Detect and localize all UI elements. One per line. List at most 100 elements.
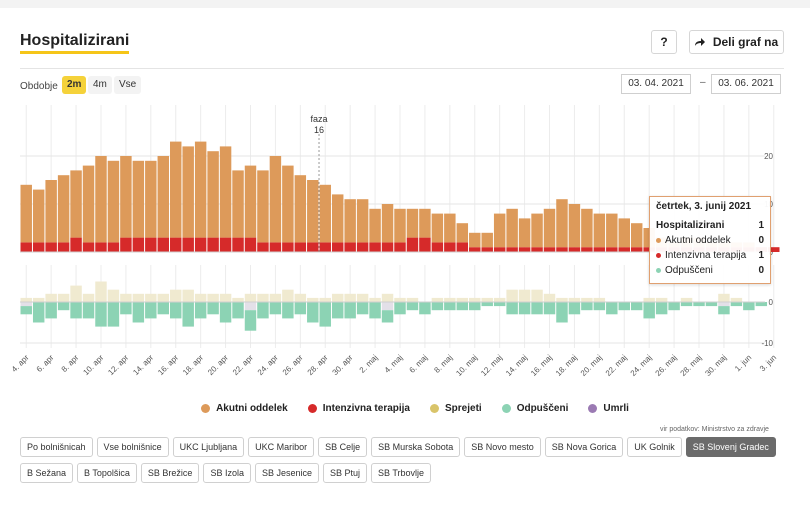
x-tick-label: 20. maj <box>579 353 604 378</box>
bar-acute <box>493 213 506 248</box>
hospital-button[interactable]: SB Brežice <box>140 463 200 483</box>
acute-legend-dot-icon <box>201 404 211 413</box>
hospital-button[interactable]: SB Novo mesto <box>464 437 541 457</box>
hospital-button[interactable]: SB Izola <box>203 463 251 483</box>
legend-item-deceased[interactable]: Umrli <box>588 403 629 414</box>
bar-icu <box>120 237 132 252</box>
bar-acute <box>481 232 493 248</box>
hospital-button-active[interactable]: SB Slovenj Gradec <box>685 437 776 457</box>
bar-icu <box>406 237 419 252</box>
bar-admitted <box>232 297 244 302</box>
acute-dot-icon <box>656 238 661 243</box>
bar-icu <box>469 247 481 252</box>
chart-title: Hospitalizirani <box>20 32 130 54</box>
bar-admitted <box>307 297 319 302</box>
bar-admitted <box>182 289 194 302</box>
x-tick-label: 8. apr <box>60 353 81 374</box>
x-tick-label: 4. apr <box>10 353 31 374</box>
period-label: Obdobje <box>20 81 58 92</box>
hospital-button[interactable]: SB Murska Sobota <box>371 437 461 457</box>
bar-admitted <box>95 281 107 302</box>
bar-icu <box>419 237 431 252</box>
bar-icu <box>82 242 95 252</box>
hospital-button[interactable]: SB Celje <box>318 437 368 457</box>
date-separator: – <box>700 77 706 88</box>
bar-discharged <box>543 302 556 315</box>
hospital-button[interactable]: UKC Maribor <box>248 437 315 457</box>
bar-discharged <box>381 310 394 323</box>
x-tick-label: 20. apr <box>206 353 230 377</box>
bar-icu <box>431 242 444 252</box>
admitted-legend-dot-icon <box>430 404 439 413</box>
help-button[interactable]: ? <box>651 30 677 54</box>
share-label: Deli graf na <box>712 35 779 49</box>
legend-item-discharged[interactable]: Odpuščeni <box>501 403 569 414</box>
date-to-input[interactable]: 03. 06. 2021 <box>711 74 781 94</box>
bar-admitted <box>145 293 157 302</box>
hospital-button[interactable]: SB Ptuj <box>323 463 368 483</box>
bar-icu <box>456 242 469 252</box>
x-tick-label: 4. maj <box>383 353 405 375</box>
period-all-button[interactable]: Vse <box>114 76 142 94</box>
hospital-button[interactable]: UK Golnik <box>627 437 682 457</box>
hospital-button[interactable]: SB Jesenice <box>254 463 319 483</box>
bar-acute <box>194 141 207 238</box>
bar-discharged <box>693 302 705 307</box>
bar-discharged <box>344 302 356 319</box>
hospital-button[interactable]: B Sežana <box>20 463 74 483</box>
bar-admitted <box>344 293 356 302</box>
bar-admitted <box>356 293 369 302</box>
bar-icu <box>70 237 82 252</box>
hospital-button[interactable]: Vse bolnišnice <box>96 437 169 457</box>
bar-icu <box>232 237 244 252</box>
x-tick-label: 14. apr <box>131 353 155 377</box>
bar-discharged <box>743 302 755 311</box>
bar-admitted <box>568 297 581 302</box>
bar-admitted <box>207 293 219 302</box>
legend-item-admitted[interactable]: Sprejeti <box>430 403 482 414</box>
bar-discharged <box>668 302 680 311</box>
tooltip-row-icu: Intenzivna terapija 1 <box>656 248 764 263</box>
x-tick-label: 22. apr <box>231 353 255 377</box>
bar-acute <box>431 213 444 243</box>
bar-discharged <box>95 302 107 327</box>
bar-acute <box>182 146 194 238</box>
tooltip-total-label: Hospitalizirani <box>656 220 725 231</box>
legend-label-discharged: Odpuščeni <box>516 403 569 414</box>
bar-acute <box>157 156 170 238</box>
bar-admitted <box>643 297 655 302</box>
bar-icu <box>531 247 543 252</box>
bar-icu <box>630 247 643 252</box>
bar-acute <box>593 213 606 248</box>
x-tick-label: 2. maj <box>358 353 380 375</box>
bar-acute <box>331 194 344 243</box>
bar-admitted <box>593 297 606 302</box>
hospital-button[interactable]: SB Trbovlje <box>371 463 432 483</box>
bar-acute <box>344 199 356 243</box>
y-tick-label-top: 20 <box>764 152 773 161</box>
bar-discharged <box>32 302 45 323</box>
period-2m-button[interactable]: 2m <box>62 76 87 94</box>
bar-admitted <box>32 297 45 302</box>
bar-admitted <box>381 293 394 302</box>
bar-acute <box>319 184 331 243</box>
legend-item-icu[interactable]: Intenzivna terapija <box>307 403 410 414</box>
legend-item-acute[interactable]: Akutni oddelek <box>201 403 288 414</box>
bar-discharged <box>481 302 493 307</box>
hospital-button[interactable]: B Topolšica <box>77 463 137 483</box>
share-button[interactable]: Deli graf na <box>689 30 784 54</box>
bar-icu <box>107 242 120 252</box>
bar-icu <box>581 247 593 252</box>
bar-acute <box>518 218 531 248</box>
y-tick-label-bottom: 0 <box>769 298 774 307</box>
bar-admitted <box>718 293 730 302</box>
bar-icu <box>381 242 394 252</box>
hospital-button[interactable]: SB Nova Gorica <box>544 437 624 457</box>
date-from-input[interactable]: 03. 04. 2021 <box>621 74 691 94</box>
bar-admitted <box>194 293 207 302</box>
hospital-button[interactable]: UKC Ljubljana <box>172 437 245 457</box>
bar-discharged <box>568 302 581 315</box>
period-4m-button[interactable]: 4m <box>88 76 112 94</box>
hospital-button[interactable]: Po bolnišnicah <box>20 437 93 457</box>
bar-admitted <box>219 293 232 302</box>
